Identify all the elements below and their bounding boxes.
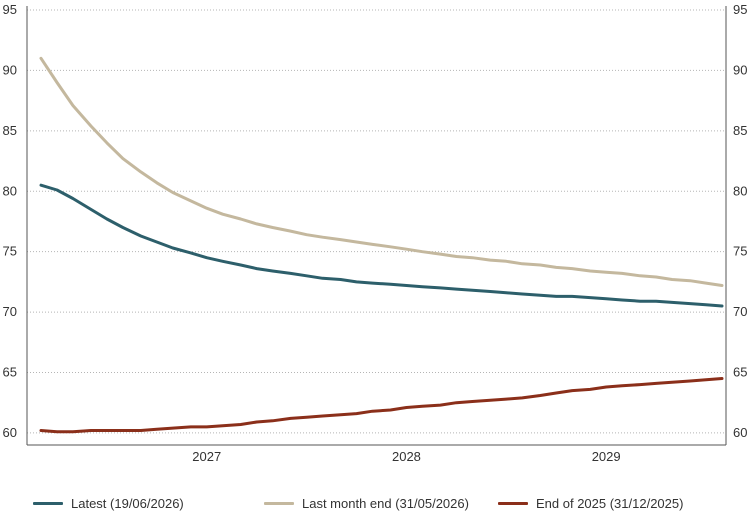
- legend-swatch-2: [264, 502, 294, 505]
- y-tick-label-right-65: 65: [733, 365, 747, 380]
- y-tick-label-left-85: 85: [3, 123, 17, 138]
- y-tick-label-left-75: 75: [3, 244, 17, 259]
- legend-swatch-3: [498, 502, 528, 505]
- x-tick-label-2027: 2027: [192, 449, 221, 464]
- y-tick-label-left-90: 90: [3, 62, 17, 77]
- series-line-1: [39, 183, 724, 308]
- x-axis-labels: 2027 2028 2029: [192, 449, 620, 464]
- y-tick-label-left-80: 80: [3, 183, 17, 198]
- y-tick-label-right-60: 60: [733, 425, 747, 440]
- y-tick-label-right-85: 85: [733, 123, 747, 138]
- y-tick-label-left-95: 95: [3, 2, 17, 17]
- axes: [26, 6, 727, 446]
- legend-item-1: Latest (19/06/2026): [33, 496, 184, 511]
- y-tick-label-right-75: 75: [733, 244, 747, 259]
- y-axis-right-labels: 60 65 70 75 80 85 90 95: [733, 2, 747, 440]
- y-tick-label-left-70: 70: [3, 304, 17, 319]
- y-axis-left-labels: 60 65 70 75 80 85 90 95: [3, 2, 17, 440]
- x-tick-label-2029: 2029: [592, 449, 621, 464]
- legend-label-1: Latest (19/06/2026): [71, 496, 184, 511]
- y-tick-label-right-90: 90: [733, 62, 747, 77]
- y-tick-label-left-60: 60: [3, 425, 17, 440]
- series-line-2: [39, 56, 724, 287]
- series-lines: [39, 56, 724, 434]
- y-tick-label-right-70: 70: [733, 304, 747, 319]
- y-tick-label-right-80: 80: [733, 183, 747, 198]
- x-tick-label-2028: 2028: [392, 449, 421, 464]
- legend-item-3: End of 2025 (31/12/2025): [498, 496, 683, 511]
- legend-label-2: Last month end (31/05/2026): [302, 496, 469, 511]
- y-tick-label-right-95: 95: [733, 2, 747, 17]
- legend-label-3: End of 2025 (31/12/2025): [536, 496, 684, 511]
- legend-item-2: Last month end (31/05/2026): [264, 496, 469, 511]
- y-tick-label-left-65: 65: [3, 365, 17, 380]
- legend-swatch-1: [33, 502, 63, 505]
- series-line-3: [39, 377, 724, 434]
- gridlines: [27, 9, 726, 434]
- legend: Latest (19/06/2026) Last month end (31/05…: [0, 496, 752, 520]
